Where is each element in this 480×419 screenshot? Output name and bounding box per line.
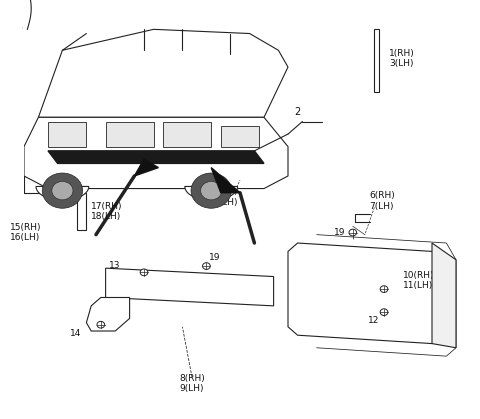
Circle shape bbox=[203, 263, 210, 269]
Text: 1(RH)
3(LH): 1(RH) 3(LH) bbox=[389, 49, 415, 68]
Polygon shape bbox=[48, 151, 264, 163]
Text: 4(RH)
5(LH): 4(RH) 5(LH) bbox=[213, 187, 239, 207]
Polygon shape bbox=[221, 126, 259, 147]
Polygon shape bbox=[432, 243, 456, 348]
Circle shape bbox=[42, 173, 83, 208]
Circle shape bbox=[349, 229, 357, 236]
Circle shape bbox=[191, 173, 231, 208]
Text: 12: 12 bbox=[368, 316, 379, 325]
Text: 10(RH)
11(LH): 10(RH) 11(LH) bbox=[403, 271, 435, 290]
Circle shape bbox=[140, 269, 148, 276]
Text: 13: 13 bbox=[108, 261, 120, 270]
Polygon shape bbox=[106, 268, 274, 306]
Text: 17(RH)
18(LH): 17(RH) 18(LH) bbox=[91, 202, 123, 221]
Polygon shape bbox=[163, 122, 211, 147]
Polygon shape bbox=[106, 122, 154, 147]
Text: 6(RH)
7(LH): 6(RH) 7(LH) bbox=[370, 191, 396, 211]
Text: 15(RH)
16(LH): 15(RH) 16(LH) bbox=[10, 223, 41, 242]
Circle shape bbox=[380, 286, 388, 292]
Polygon shape bbox=[211, 168, 240, 193]
Polygon shape bbox=[185, 186, 238, 200]
Circle shape bbox=[380, 309, 388, 316]
Polygon shape bbox=[24, 117, 288, 189]
Polygon shape bbox=[374, 29, 379, 92]
Polygon shape bbox=[134, 159, 158, 176]
Circle shape bbox=[201, 181, 222, 200]
Text: 2: 2 bbox=[294, 107, 301, 117]
Polygon shape bbox=[38, 29, 288, 117]
Polygon shape bbox=[36, 186, 89, 200]
Polygon shape bbox=[86, 297, 130, 331]
Polygon shape bbox=[288, 243, 442, 344]
Text: 14: 14 bbox=[70, 329, 82, 338]
Text: 19: 19 bbox=[334, 228, 346, 237]
Circle shape bbox=[52, 181, 73, 200]
Polygon shape bbox=[48, 122, 86, 147]
Text: 8(RH)
9(LH): 8(RH) 9(LH) bbox=[179, 374, 205, 393]
Polygon shape bbox=[77, 193, 86, 230]
Text: 19: 19 bbox=[209, 253, 220, 262]
Circle shape bbox=[97, 321, 105, 328]
